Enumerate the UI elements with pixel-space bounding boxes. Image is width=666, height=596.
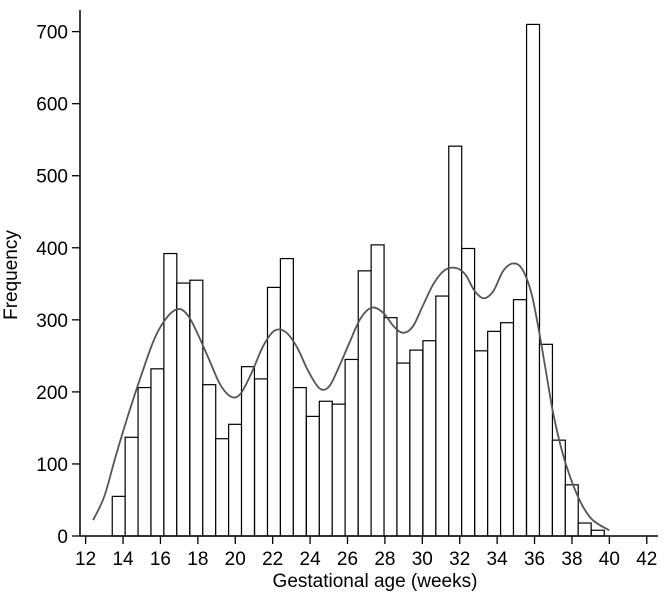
histogram-bar [396,362,411,537]
histogram-bar [487,330,502,537]
histogram-bar [525,23,541,537]
y-axis-title: Frequency [1,230,22,320]
x-tick-label: 36 [524,549,545,570]
x-tick-label: 26 [337,549,358,570]
histogram-bar [163,252,178,537]
x-axis-title: Gestational age (weeks) [273,571,478,592]
x-tick-label: 16 [150,549,171,570]
x-tick-label: 40 [599,549,620,570]
x-tick-label: 18 [187,549,208,570]
histogram-bar [370,244,385,537]
x-tick-label: 42 [636,549,657,570]
histogram-bar [266,286,282,537]
histogram-bar [318,400,333,537]
x-tick-label: 12 [75,549,96,570]
y-tick-label: 100 [36,455,68,476]
x-tick-label: 28 [374,549,395,570]
histogram-bar [331,403,346,537]
histogram-bar [202,384,217,537]
y-tick-label: 600 [36,95,68,116]
y-tick-label: 0 [57,527,68,548]
histogram-bar [111,495,126,537]
histogram-bar [512,299,528,537]
histogram-bar [240,366,256,537]
x-tick-label: 24 [300,549,322,570]
y-tick-label: 700 [36,23,68,44]
histogram-bar [435,295,450,537]
y-axis-ticks: 0 100 200 300 400 500 600 700 [36,23,80,548]
histogram-bar [176,282,191,537]
histogram-bar [254,378,269,537]
histogram-bar [422,340,437,537]
histogram-bar [499,322,515,537]
histogram-bar [150,368,165,537]
histogram-bar [577,522,592,537]
x-tick-label: 20 [225,549,246,570]
histogram-bar [279,257,294,537]
x-tick-label: 34 [487,549,509,570]
histogram-bars [111,23,605,537]
histogram-bar [448,145,463,537]
y-tick-label: 200 [36,383,68,404]
histogram-bar [292,386,307,537]
histogram-bar [383,317,398,537]
histogram-bar [357,270,372,537]
x-tick-label: 14 [112,549,134,570]
x-tick-label: 22 [262,549,283,570]
histogram-bar [461,247,476,537]
histogram-bar [137,386,152,537]
x-tick-label: 38 [561,549,582,570]
histogram-bar [215,438,230,537]
histogram-bar [228,423,243,537]
x-axis-ticks: 12 14 16 18 20 22 24 26 28 30 32 34 36 38 40 42 [75,536,657,570]
histogram-bar [409,349,424,537]
histogram-bar [590,529,605,537]
y-tick-label: 400 [36,239,68,260]
histogram-bar [189,279,204,537]
x-tick-label: 30 [412,549,433,570]
histogram-bar [474,350,489,537]
y-tick-label: 300 [36,311,68,332]
density-curve [92,262,610,532]
histogram-bar [124,436,139,537]
histogram-bar [344,358,359,537]
y-tick-label: 500 [36,167,68,188]
x-tick-label: 32 [449,549,470,570]
histogram-bar [305,415,320,537]
